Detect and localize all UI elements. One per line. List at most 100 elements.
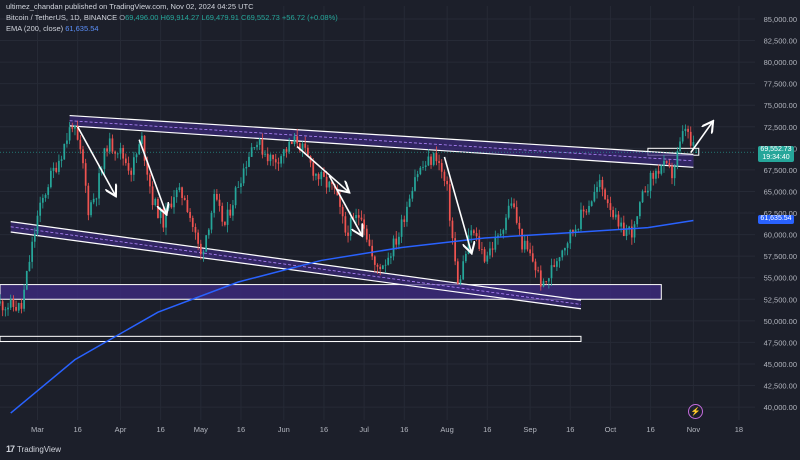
y-tick-label: 50,000.00 <box>764 317 797 326</box>
candle <box>566 243 569 248</box>
y-tick-label: 72,500.00 <box>764 123 797 132</box>
candle <box>63 143 66 160</box>
lightning-icon[interactable]: ⚡ <box>688 404 703 419</box>
candle <box>432 153 435 165</box>
candle <box>25 271 28 290</box>
x-tick-label: 16 <box>400 425 408 434</box>
candle <box>671 165 673 179</box>
candle <box>505 217 507 231</box>
candle <box>526 240 529 250</box>
annotation-arrow <box>296 145 348 192</box>
x-tick-label: 16 <box>483 425 491 434</box>
y-tick-label: 65,000.00 <box>764 187 797 196</box>
candle <box>175 190 178 198</box>
candle <box>502 230 505 234</box>
candle <box>39 202 42 216</box>
candle <box>288 141 291 152</box>
candle <box>232 205 234 216</box>
candle <box>630 226 633 238</box>
candle <box>290 141 293 145</box>
candle <box>165 208 167 228</box>
candle <box>620 222 623 227</box>
candle <box>135 154 138 158</box>
y-tick-label: 40,000.00 <box>764 403 797 412</box>
candle <box>272 154 274 160</box>
x-tick-label: 16 <box>566 425 574 434</box>
candle <box>371 245 374 257</box>
lower-channel-midline <box>10 226 582 305</box>
candle <box>130 170 133 175</box>
candle <box>47 187 50 195</box>
candle <box>226 209 229 225</box>
candle <box>459 279 462 284</box>
symbol-text[interactable]: Bitcoin / TetherUS, 1D, BINANCE <box>6 13 118 22</box>
candle <box>556 261 558 267</box>
ema-badge: 61,635.54 <box>758 215 794 224</box>
candle <box>569 230 572 244</box>
candle <box>76 125 79 140</box>
candle <box>36 215 39 234</box>
candle <box>349 217 352 236</box>
candle <box>301 143 304 151</box>
candle <box>199 243 202 255</box>
candle <box>545 281 548 282</box>
candle <box>529 249 531 254</box>
price-badge-value: 69,552.73 <box>760 146 792 154</box>
candle <box>1 301 4 311</box>
y-tick-label: 67,500.00 <box>764 166 797 175</box>
ohlc-label: O <box>119 13 126 22</box>
candle <box>162 208 165 228</box>
candle <box>510 203 513 206</box>
candle <box>157 198 159 218</box>
candle <box>454 238 457 262</box>
candle <box>660 165 663 174</box>
candle <box>422 166 424 168</box>
candle <box>79 139 82 150</box>
candle <box>614 214 617 218</box>
candle <box>256 144 258 148</box>
candle <box>483 249 486 262</box>
candle <box>582 209 585 212</box>
candle <box>149 174 151 187</box>
candle <box>315 173 317 176</box>
x-tick-label: Nov <box>687 425 701 434</box>
candle <box>234 187 237 206</box>
candle <box>617 214 620 227</box>
upper-channel-line <box>69 114 694 155</box>
x-tick-label: Oct <box>605 425 618 434</box>
candle <box>684 128 687 132</box>
candle <box>189 211 191 218</box>
candle <box>473 230 475 234</box>
candle <box>424 165 427 167</box>
candle <box>414 177 416 191</box>
candle <box>106 148 108 152</box>
candle <box>266 153 269 162</box>
candle <box>253 147 256 148</box>
candle <box>280 156 282 164</box>
ema-label[interactable]: EMA (200, close) <box>6 24 64 33</box>
candle <box>606 199 609 204</box>
candle <box>657 170 660 174</box>
candle <box>633 224 636 238</box>
candle <box>636 216 639 225</box>
candle <box>277 162 280 164</box>
candle <box>547 278 550 282</box>
candle <box>146 160 149 175</box>
candle <box>663 160 665 166</box>
x-tick-label: Sep <box>523 425 536 434</box>
candle <box>601 179 604 190</box>
candle <box>448 184 451 221</box>
candle <box>111 138 114 152</box>
candle <box>523 240 526 250</box>
candle <box>347 232 349 236</box>
candle <box>344 216 347 233</box>
candle <box>427 156 430 166</box>
candle <box>564 247 566 251</box>
candle <box>285 149 288 152</box>
candle <box>108 138 111 152</box>
candle <box>20 302 23 309</box>
tradingview-logo-icon: 17 <box>6 444 15 454</box>
candle <box>398 236 400 245</box>
